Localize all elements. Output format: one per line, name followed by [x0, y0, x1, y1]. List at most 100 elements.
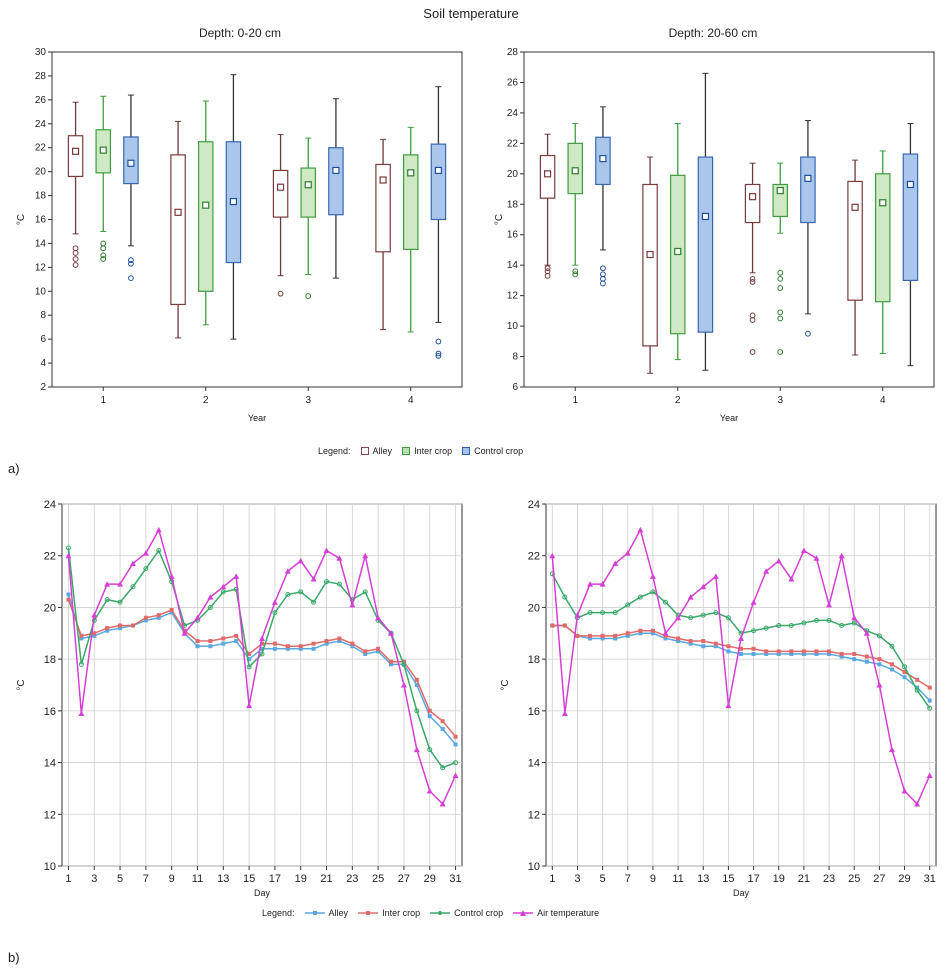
y-tick-label: 8 — [40, 310, 46, 321]
mean-marker — [599, 154, 607, 163]
point-alley — [427, 714, 432, 719]
point-air-temperature — [612, 560, 619, 566]
y-tick-label: 12 — [507, 291, 519, 302]
y-tick-label: 26 — [507, 77, 519, 88]
point-alley — [625, 633, 630, 638]
x-axis-label: Year — [248, 413, 266, 423]
outlier-point — [100, 256, 107, 262]
y-tick-label: 10 — [507, 321, 519, 332]
x-tick-label: 4 — [880, 395, 886, 406]
outlier-point — [277, 290, 284, 297]
x-tick-label: 11 — [192, 873, 203, 885]
point-inter-crop — [625, 631, 630, 636]
point-air-temperature — [851, 614, 858, 621]
point-air-temperature — [388, 630, 395, 636]
y-tick-label: 18 — [44, 654, 56, 666]
point-inter-crop — [389, 659, 394, 664]
point-air-temperature — [439, 800, 446, 807]
point-air-temperature — [876, 682, 883, 688]
outlier-point — [572, 268, 579, 275]
y-axis-label: °C — [494, 214, 505, 225]
point-alley — [764, 651, 769, 656]
point-alley — [638, 631, 643, 636]
point-inter-crop — [588, 633, 593, 638]
point-alley — [889, 667, 894, 672]
point-inter-crop — [550, 623, 555, 628]
outlier-point — [777, 349, 784, 355]
y-tick-label: 14 — [528, 758, 540, 770]
plot-frame — [61, 503, 463, 867]
point-inter-crop — [701, 639, 706, 644]
point-control-crop — [889, 643, 895, 649]
box-alley — [375, 163, 391, 253]
point-alley — [600, 636, 605, 641]
point-air-temperature — [662, 630, 669, 636]
point-alley — [324, 641, 329, 646]
box-inter-crop — [402, 154, 419, 251]
box-alley — [67, 135, 84, 178]
outlier-point — [544, 268, 551, 275]
point-alley — [663, 636, 668, 641]
point-alley — [839, 654, 844, 659]
point-inter-crop — [776, 649, 781, 654]
legend-a-prefix: Legend: — [318, 446, 351, 456]
point-air-temperature — [863, 630, 870, 636]
box-inter-crop — [197, 141, 214, 292]
outlier-point — [128, 275, 134, 282]
legend-b-alley: Alley — [304, 908, 348, 918]
mean-marker — [434, 166, 443, 175]
outlier-point — [305, 293, 312, 299]
y-tick-label: 20 — [507, 169, 519, 180]
x-tick-label: 3 — [305, 395, 311, 406]
point-air-temperature — [775, 557, 782, 564]
outlier-point — [435, 338, 442, 345]
point-control-crop — [207, 604, 213, 610]
x-tick-label: 15 — [243, 873, 255, 885]
point-alley — [234, 639, 239, 644]
point-alley — [801, 651, 806, 656]
point-alley — [260, 646, 264, 651]
point-control-crop — [788, 623, 794, 629]
mean-marker — [71, 147, 80, 155]
point-alley — [363, 651, 368, 656]
y-axis-label: °C — [16, 679, 27, 690]
point-air-temperature — [349, 601, 356, 608]
point-inter-crop — [92, 631, 97, 636]
point-inter-crop — [751, 646, 756, 651]
point-inter-crop — [298, 644, 303, 649]
x-tick-label: 1 — [549, 873, 555, 885]
x-axis-label: Day — [254, 888, 271, 898]
point-inter-crop — [66, 597, 71, 602]
y-tick-label: 10 — [44, 861, 56, 873]
y-tick-label: 12 — [528, 809, 540, 821]
box-inter-crop — [874, 173, 891, 303]
point-inter-crop — [208, 639, 213, 644]
point-inter-crop — [272, 641, 277, 646]
point-air-temperature — [452, 772, 459, 778]
point-alley — [169, 610, 174, 615]
point-alley — [453, 742, 458, 747]
point-air-temperature — [587, 581, 594, 587]
outlier-point — [128, 260, 134, 267]
x-tick-label: 25 — [848, 873, 860, 885]
point-inter-crop — [414, 677, 419, 682]
point-air-temperature — [259, 635, 265, 641]
point-control-crop — [801, 620, 807, 626]
outlier-point — [435, 350, 442, 357]
point-alley — [221, 641, 226, 646]
point-air-temperature — [687, 594, 694, 600]
point-alley — [285, 646, 290, 651]
outlier-point — [749, 312, 756, 319]
point-control-crop — [600, 610, 606, 616]
outlier-point — [777, 285, 784, 291]
point-control-crop — [220, 589, 226, 595]
legend-b-air-label: Air temperature — [537, 908, 600, 918]
point-inter-crop — [350, 641, 355, 646]
point-alley — [337, 639, 342, 644]
point-alley — [208, 644, 213, 649]
point-air-temperature — [323, 547, 330, 554]
x-tick-label: 5 — [117, 873, 123, 885]
point-alley — [864, 659, 869, 664]
mean-marker — [174, 208, 182, 216]
x-tick-label: 17 — [269, 873, 281, 885]
